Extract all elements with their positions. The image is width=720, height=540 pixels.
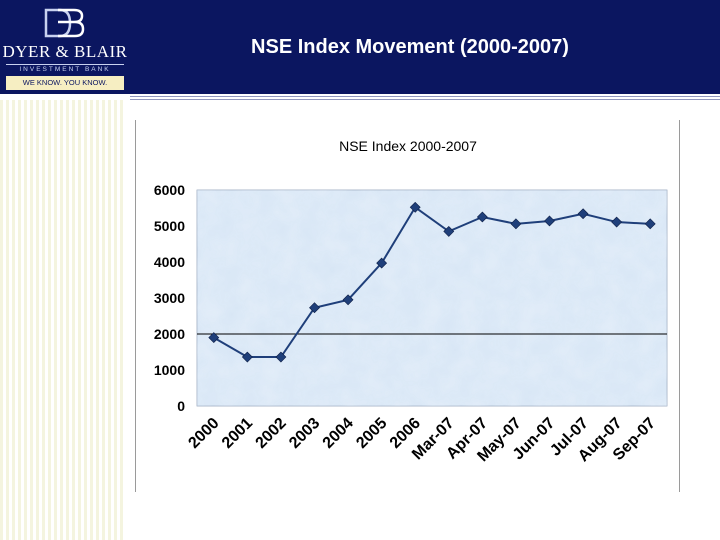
- x-tick-label: 2003: [286, 415, 323, 452]
- data-point: [309, 302, 320, 314]
- logo-tagline: WE KNOW. YOU KNOW.: [6, 76, 124, 90]
- company-logo: DYER & BLAIR INVESTMENT BANK WE KNOW. YO…: [2, 6, 128, 90]
- x-tick-label: 2000: [185, 415, 222, 452]
- y-tick-label: 0: [177, 398, 185, 414]
- logo-name: DYER & BLAIR: [2, 42, 128, 61]
- data-point: [342, 294, 354, 306]
- logo-monogram-icon: [44, 8, 85, 38]
- chart-title: NSE Index 2000-2007: [339, 138, 477, 154]
- x-tick-label: 2002: [253, 415, 290, 452]
- x-tick-label: 2005: [353, 415, 390, 452]
- data-point: [476, 211, 488, 223]
- slide-title: NSE Index Movement (2000-2007): [251, 36, 569, 58]
- y-tick-label: 1000: [154, 362, 185, 378]
- data-point: [409, 201, 421, 213]
- data-point: [376, 257, 388, 269]
- divider-line-bottom: [130, 99, 720, 100]
- logo-subtitle: INVESTMENT BANK: [6, 64, 124, 73]
- y-tick-label: 2000: [154, 326, 185, 342]
- y-tick-label: 6000: [154, 182, 185, 198]
- data-point: [510, 218, 522, 230]
- data-point: [544, 215, 555, 227]
- data-point: [275, 351, 287, 363]
- data-point: [644, 218, 656, 230]
- data-point: [611, 216, 623, 228]
- y-tick-label: 4000: [154, 254, 185, 270]
- data-point: [443, 225, 455, 237]
- header-bar: DYER & BLAIR INVESTMENT BANK WE KNOW. YO…: [0, 0, 720, 94]
- x-tick-label: 2001: [219, 415, 256, 452]
- data-point: [577, 208, 589, 220]
- series-line: [213, 205, 651, 359]
- plot-area-texture: [197, 190, 667, 406]
- y-tick-label: 5000: [154, 218, 185, 234]
- data-point: [241, 351, 253, 363]
- decorative-stripes: [0, 100, 126, 540]
- x-tick-label: 2004: [320, 415, 357, 452]
- divider-line-top: [130, 96, 720, 97]
- data-point: [208, 332, 220, 344]
- y-tick-label: 3000: [154, 290, 185, 306]
